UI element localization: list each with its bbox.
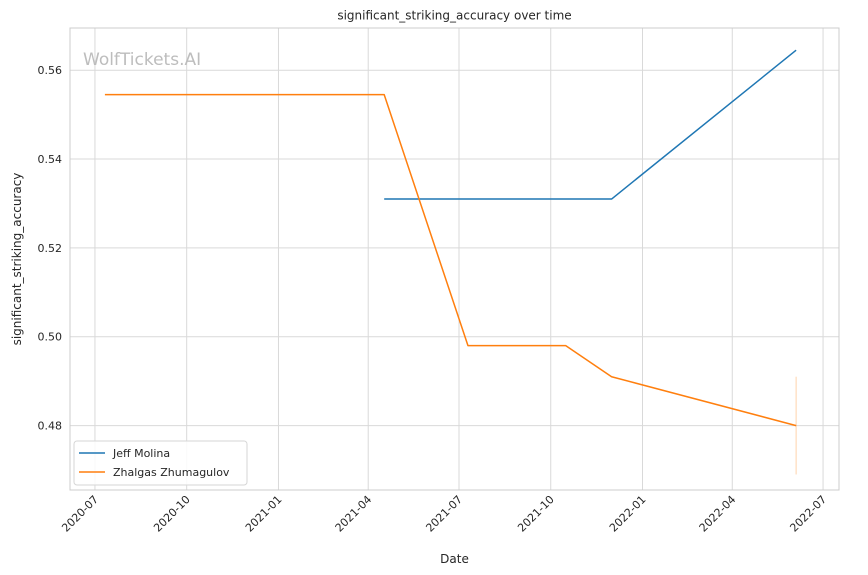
watermark-text: WolfTickets.AI — [83, 50, 201, 70]
y-tick-label: 0.56 — [38, 64, 63, 77]
series-layer — [104, 49, 797, 475]
x-tick-label: 2020-07 — [59, 493, 101, 535]
x-tick-label: 2022-01 — [607, 493, 649, 535]
y-tick-label: 0.54 — [38, 153, 63, 166]
grid-lines — [70, 28, 839, 490]
plot-frame — [69, 27, 840, 491]
x-tick-label: 2022-07 — [787, 493, 829, 535]
series-line-2 — [104, 93, 797, 427]
x-tick-label: 2021-04 — [333, 493, 375, 535]
y-axis-title: significant_striking_accuracy — [10, 173, 24, 346]
x-tick-label: 2021-10 — [515, 493, 557, 535]
y-tick-labels: 0.48 0.50 0.52 0.54 0.56 — [38, 64, 63, 432]
x-tick-label: 2021-01 — [243, 493, 285, 535]
series-line-1 — [384, 49, 797, 200]
x-tick-label: 2022-04 — [697, 493, 739, 535]
x-axis-title: Date — [440, 552, 469, 566]
legend-label: Jeff Molina — [112, 447, 170, 460]
legend-label: Zhalgas Zhumagulov — [113, 466, 230, 479]
x-tick-labels: 2020-07 2020-10 2021-01 2021-04 2021-07 2021-… — [59, 493, 829, 535]
x-tick-label: 2021-07 — [423, 493, 465, 535]
y-tick-label: 0.48 — [38, 420, 63, 433]
chart-title: significant_striking_accuracy over time — [337, 9, 571, 23]
y-tick-label: 0.52 — [38, 242, 63, 255]
legend: Jeff Molina Zhalgas Zhumagulov — [73, 440, 248, 486]
x-tick-label: 2020-10 — [151, 493, 193, 535]
legend-box — [73, 440, 248, 486]
y-tick-label: 0.50 — [38, 331, 63, 344]
